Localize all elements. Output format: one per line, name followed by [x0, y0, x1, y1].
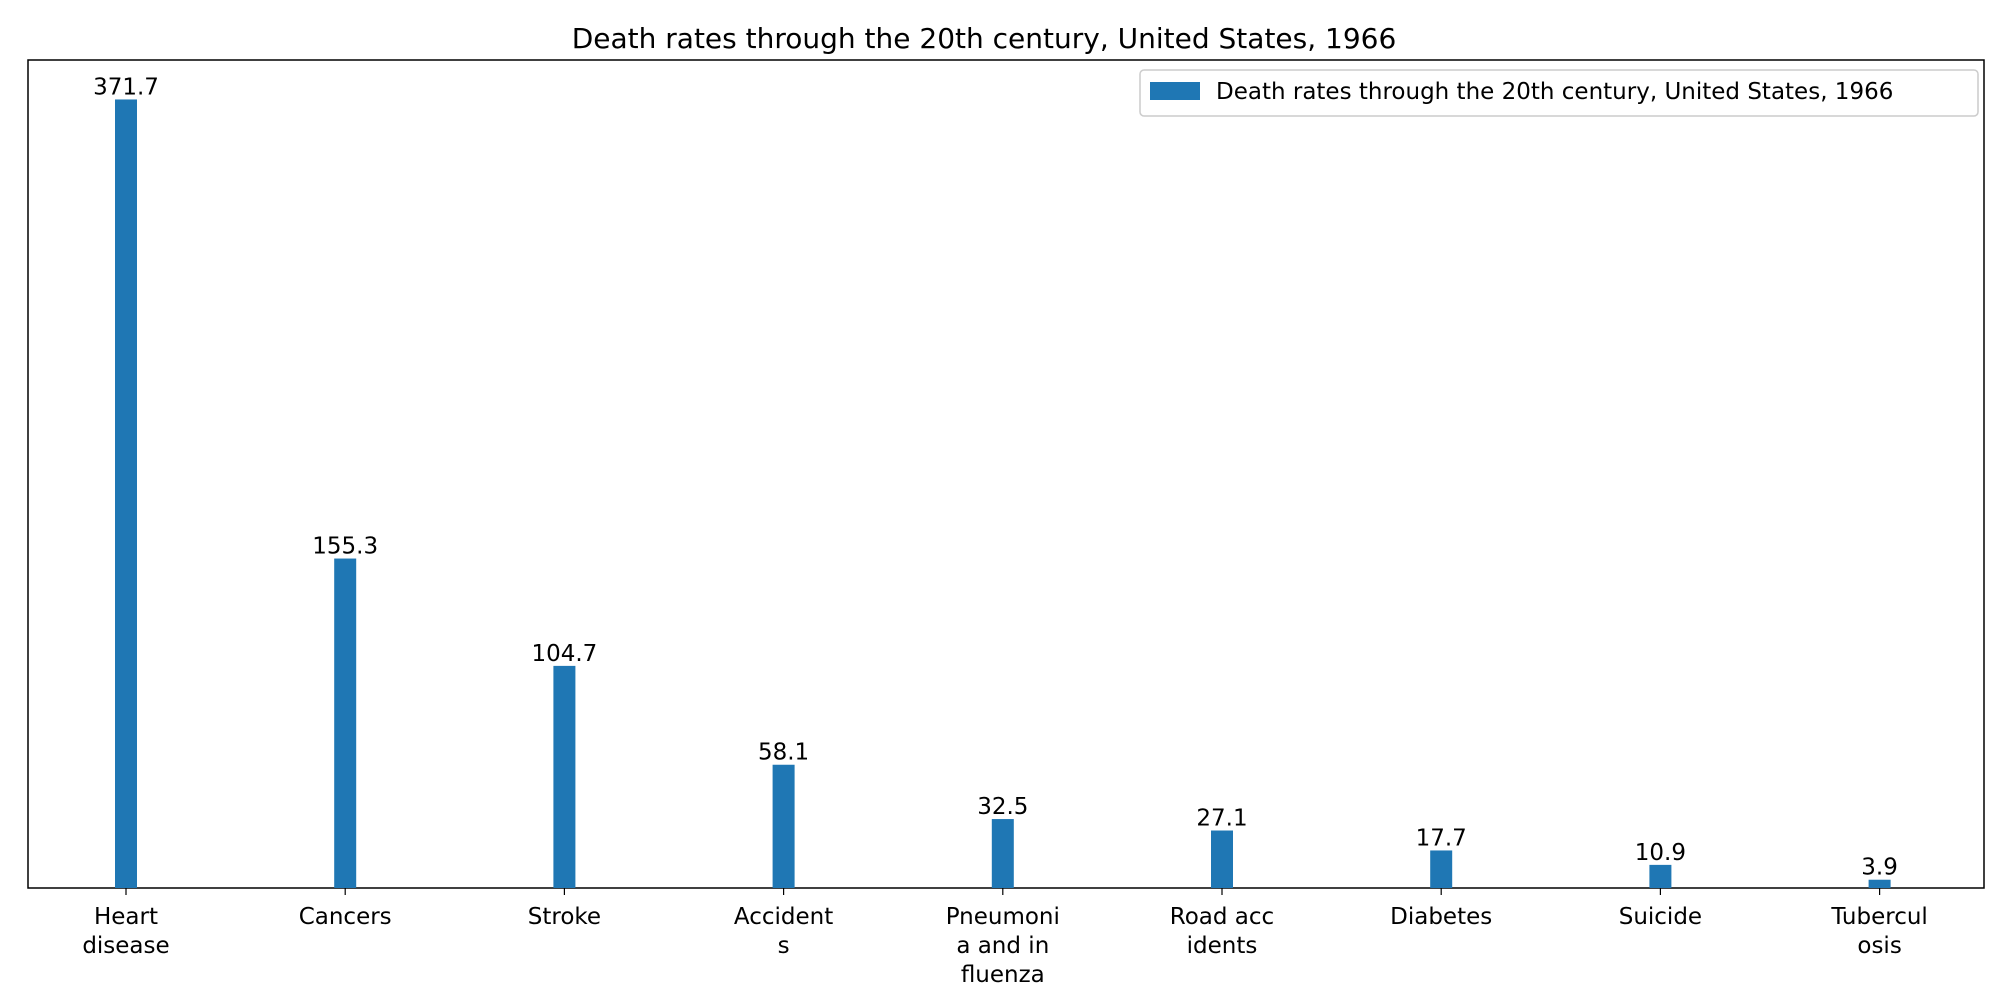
data-label-5: 27.1: [1196, 806, 1247, 832]
x-tick-label-line: Road acc: [1170, 904, 1274, 930]
bar-7: [1649, 864, 1672, 888]
bar-2: [553, 665, 576, 888]
plot-area-frame: [27, 59, 1985, 889]
x-axis-ticks: Heart disease Cancers Stroke Accident s Pneumo…: [82, 888, 1928, 988]
chart-title: Death rates through the 20th century, Un…: [572, 22, 1397, 55]
bar-6: [1430, 850, 1453, 888]
bars-layer: 371.7 155.3 104.7 58.1 32.5 27.1 17.7 10.9 3.9: [93, 74, 1898, 889]
x-tick-label-line: Cancers: [299, 904, 392, 930]
x-tick-label-line: Suicide: [1619, 904, 1702, 930]
data-label-4: 32.5: [977, 794, 1028, 820]
data-label-0: 371.7: [93, 74, 159, 100]
x-tick-label-5: Road acc idents: [1170, 904, 1274, 959]
data-label-8: 3.9: [1861, 855, 1898, 881]
x-tick-label-line: Pneumoni: [946, 904, 1060, 930]
x-tick-label-line: fluenza: [961, 962, 1045, 988]
x-tick-label-line: Stroke: [528, 904, 601, 930]
x-tick-label-8: Tubercul osis: [1830, 904, 1927, 959]
x-tick-label-0: Heart disease: [82, 904, 169, 959]
data-label-6: 17.7: [1416, 825, 1467, 851]
data-label-3: 58.1: [758, 740, 809, 766]
data-label-1: 155.3: [312, 534, 378, 560]
x-tick-label-line: Diabetes: [1390, 904, 1492, 930]
x-tick-label-line: s: [778, 933, 790, 959]
x-tick-label-line: Tubercul: [1830, 904, 1927, 930]
x-tick-label-line: a and in: [956, 933, 1049, 959]
x-tick-label-3: Accident s: [734, 904, 833, 959]
bar-1: [334, 558, 357, 888]
x-tick-label-1: Cancers: [299, 904, 392, 930]
data-label-2: 104.7: [531, 641, 597, 667]
bar-4: [991, 819, 1014, 888]
x-tick-label-line: disease: [82, 933, 169, 959]
x-tick-label-7: Suicide: [1619, 904, 1702, 930]
data-label-7: 10.9: [1635, 840, 1686, 866]
legend-label: Death rates through the 20th century, Un…: [1216, 79, 1893, 105]
x-tick-label-line: Accident: [734, 904, 833, 930]
x-tick-label-line: Heart: [94, 904, 158, 930]
legend-box: [1139, 69, 1979, 117]
x-tick-label-line: osis: [1857, 933, 1901, 959]
x-tick-label-2: Stroke: [528, 904, 601, 930]
x-tick-label-4: Pneumoni a and in fluenza: [946, 904, 1060, 988]
x-tick-label-line: idents: [1187, 933, 1258, 959]
bar-5: [1211, 830, 1233, 888]
bar-3: [772, 764, 795, 888]
bar-0: [115, 99, 137, 889]
x-tick-label-6: Diabetes: [1390, 904, 1492, 930]
bar-8: [1868, 879, 1891, 888]
legend: Death rates through the 20th century, Un…: [1139, 69, 1979, 117]
legend-swatch: [1150, 82, 1200, 100]
